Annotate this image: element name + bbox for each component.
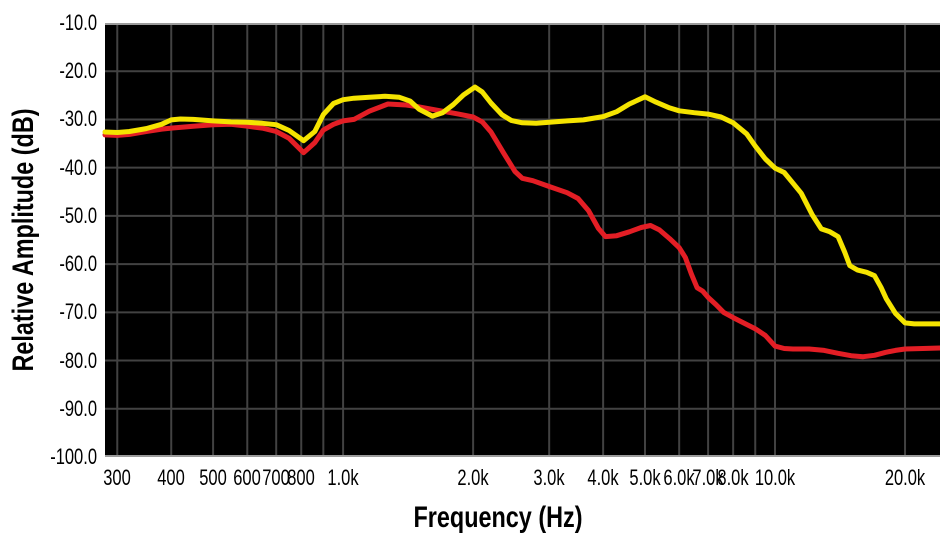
x-axis-title: Frequency (Hz) <box>413 501 583 534</box>
y-tick-label: -90.0 <box>59 395 97 421</box>
x-tick-label: 800 <box>287 465 316 490</box>
red-curve <box>102 101 940 360</box>
y-tick-label: -40.0 <box>59 154 97 180</box>
x-tick-label: 7.0k <box>692 465 724 490</box>
y-axis-title: Relative Amplitude (dB) <box>7 108 40 372</box>
y-tick-label: -50.0 <box>59 202 97 228</box>
x-tick-label: 5.0k <box>629 465 661 490</box>
x-tick-label: 3.0k <box>533 465 565 490</box>
x-tick-label: 2.0k <box>457 465 489 490</box>
y-tick-label: -80.0 <box>59 347 97 373</box>
x-tick-label: 8.0k <box>717 465 749 490</box>
x-tick-label: 700 <box>262 465 290 490</box>
yellow-curve <box>102 84 940 327</box>
x-tick-label: 4.0k <box>587 465 619 490</box>
y-tick-label: -30.0 <box>59 106 97 132</box>
x-tick-label: 400 <box>157 465 185 490</box>
y-tick-label: -20.0 <box>59 58 97 84</box>
x-tick-label: 500 <box>199 465 227 490</box>
y-tick-label: -10.0 <box>59 10 97 35</box>
y-tick-label: -60.0 <box>59 251 97 277</box>
x-tick-label: 10.0k <box>754 465 796 490</box>
x-tick-label: 300 <box>103 465 132 490</box>
x-tick-label: 1.0k <box>327 465 359 490</box>
x-tick-label: 6.0k <box>663 465 695 490</box>
y-tick-label: -70.0 <box>59 299 97 325</box>
x-tick-label: 20.0k <box>884 465 926 490</box>
x-tick-label: 600 <box>233 465 262 490</box>
plot-background <box>105 23 940 457</box>
y-tick-label: -100.0 <box>50 444 97 469</box>
